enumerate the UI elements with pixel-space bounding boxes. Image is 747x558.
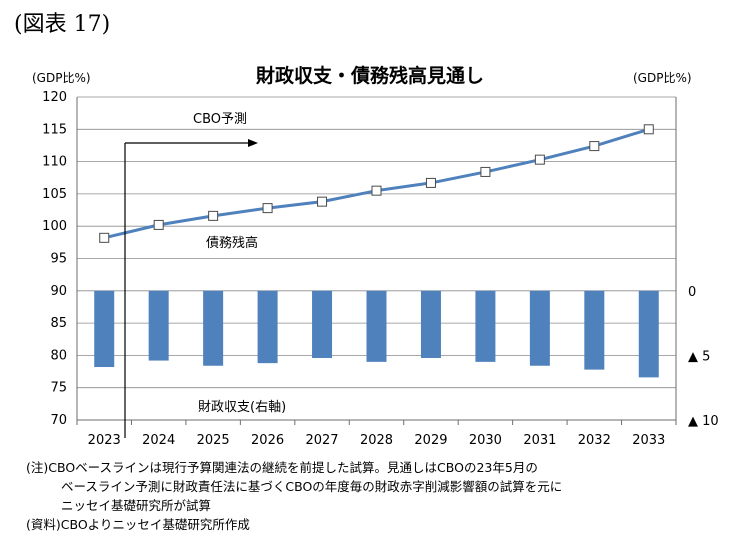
axes [76,97,677,425]
chart: 財政収支・債務残高見通し (GDP比%) (GDP比%) 70 75 80 85 90 9… [32,64,719,448]
x-tick-label: 2032 [578,433,611,448]
debt-point [317,196,328,207]
balance-bar [529,290,550,366]
y-tick-label: 80 [50,348,67,363]
figure-label: (図表 17) [14,12,111,37]
debt-point [153,219,164,230]
balance-bars [94,290,659,378]
y-tick-label: 75 [50,381,67,396]
gridlines [77,96,676,421]
x-tick-label: 2031 [523,433,556,448]
y-tick-label: 95 [50,252,67,267]
balance-bar [475,290,496,362]
y-tick-label: 90 [50,284,67,299]
x-tick-label: 2030 [469,433,502,448]
notes: (注)CBOベースラインは現行予算関連法の継続を前提した試算。見通しはCBOの2… [26,458,562,534]
note-line-2: ベースライン予測に財政責任法に基づくCBOの年度毎の財政赤字削減影響額の試算を元… [61,479,563,494]
cbo-forecast-label: CBO予測 [193,112,247,127]
y-tick-label: 70 [50,413,67,428]
debt-line-path [103,127,650,240]
y-tick-label: 100 [42,219,67,234]
x-tick-label: 2029 [414,433,447,448]
y-tick-label: 110 [42,155,67,170]
balance-bar [257,290,278,364]
y2-tick-label: 0 [688,285,696,300]
balance-bar [584,290,605,370]
debt-point [643,124,654,135]
debt-point [262,203,273,214]
right-axis-unit: (GDP比%) [633,71,692,85]
balance-series-label: 財政収支(右軸) [198,400,286,415]
balance-bar [203,290,224,366]
y-tick-label: 105 [42,187,67,202]
chart-title: 財政収支・債務残高見通し [256,64,484,87]
y-tick-label: 85 [50,316,67,331]
debt-point [534,154,545,165]
x-tick-label: 2025 [197,433,230,448]
note-line-3: ニッセイ基礎研究所が試算 [61,498,212,513]
y2-tick-label: ▲ 10 [688,414,719,429]
x-tick-label: 2033 [632,433,665,448]
balance-bar [366,290,387,362]
debt-point [208,210,219,221]
source-line: (資料)CBOよりニッセイ基礎研究所作成 [26,517,250,532]
y-tick-label: 120 [42,90,67,105]
x-tick-label: 2028 [360,433,393,448]
x-tick-label: 2027 [305,433,338,448]
debt-point [589,141,600,152]
debt-point [371,185,382,196]
balance-bar [638,290,659,378]
debt-series-label: 債務残高 [206,235,258,251]
x-tick-label: 2023 [88,433,121,448]
y-tick-label: 115 [42,122,67,137]
balance-bar [148,290,169,361]
balance-bar [420,290,441,358]
x-tick-label: 2024 [142,433,175,448]
balance-bar [94,290,115,368]
debt-point [425,177,436,188]
tick-labels: 70 75 80 85 90 95 100 105 110 115 120 0 ▲ 5 ▲ 10 2023 2… [42,90,719,448]
x-tick-label: 2026 [251,433,284,448]
debt-line [99,124,654,243]
note-line-1: (注)CBOベースラインは現行予算関連法の継続を前提した試算。見通しはCBOの2… [26,460,538,475]
debt-point [99,232,110,243]
annotations: CBO予測 債務残高 財政収支(右軸) [124,112,286,438]
left-axis-unit: (GDP比%) [32,71,91,85]
debt-point [480,166,491,177]
y2-tick-label: ▲ 5 [688,349,710,364]
balance-bar [312,290,333,358]
forecast-arrow-head [248,139,258,147]
